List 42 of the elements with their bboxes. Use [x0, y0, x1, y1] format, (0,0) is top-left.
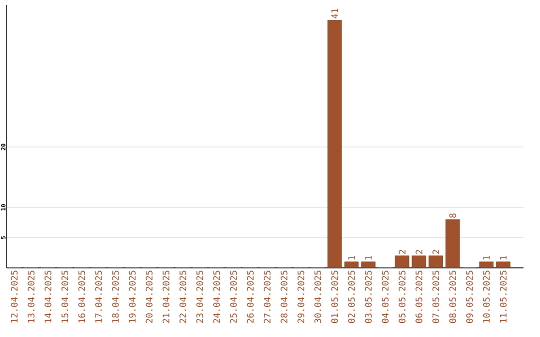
x-tick-label: 01.05.2025	[331, 270, 338, 323]
x-tick-label: 23.04.2025	[196, 270, 204, 323]
x-tick-label: 29.04.2025	[298, 270, 304, 323]
x-tick-label: 11.05.2025	[500, 270, 507, 322]
x-tick-label: 13.04.2025	[28, 270, 34, 322]
data-label: 8	[449, 213, 456, 218]
data-label: 2	[398, 250, 406, 254]
bar	[446, 219, 460, 268]
data-label: 1	[500, 256, 506, 260]
data-label: 41	[331, 8, 338, 18]
x-tick-label: 27.04.2025	[264, 270, 271, 323]
x-tick-label: 03.05.2025	[364, 270, 372, 323]
x-tick-label: 15.04.2025	[61, 270, 68, 322]
data-label: 1	[365, 256, 372, 260]
x-tick-label: 06.05.2025	[416, 270, 422, 323]
x-tick-label: 20.04.2025	[146, 270, 153, 323]
x-tick-label: 14.04.2025	[44, 270, 52, 322]
data-label: 1	[348, 256, 355, 260]
x-tick-label: 12.04.2025	[10, 270, 18, 322]
x-tick-label: 30.04.2025	[314, 270, 322, 323]
data-label: 2	[432, 250, 440, 254]
bar	[327, 20, 342, 268]
bar	[428, 256, 443, 268]
x-tick-label: 10.05.2025	[483, 270, 490, 322]
x-tick-label: 21.04.2025	[162, 270, 170, 323]
x-tick-label: 05.05.2025	[398, 270, 406, 323]
x-tick-label: 28.04.2025	[280, 270, 288, 323]
x-tick-label: 22.04.2025	[180, 270, 186, 323]
data-label: 2	[416, 250, 422, 254]
x-tick-label: 26.04.2025	[246, 270, 254, 323]
x-tick-label: 18.04.2025	[112, 270, 119, 322]
x-tick-label: 16.04.2025	[78, 270, 86, 322]
x-tick-label: 19.04.2025	[128, 270, 136, 322]
x-tick-label: 24.04.2025	[213, 270, 220, 323]
x-tick-label: 08.05.2025	[449, 270, 456, 323]
x-tick-label: 09.05.2025	[466, 270, 473, 323]
x-tick-label: 25.04.2025	[230, 270, 237, 323]
data-label: 1	[483, 256, 490, 260]
x-tick-label: 02.05.2025	[348, 270, 355, 323]
x-tick-label: 04.05.2025	[382, 270, 389, 323]
x-tick-label: 07.05.2025	[432, 270, 440, 323]
x-tick-label: 17.04.2025	[95, 270, 102, 322]
